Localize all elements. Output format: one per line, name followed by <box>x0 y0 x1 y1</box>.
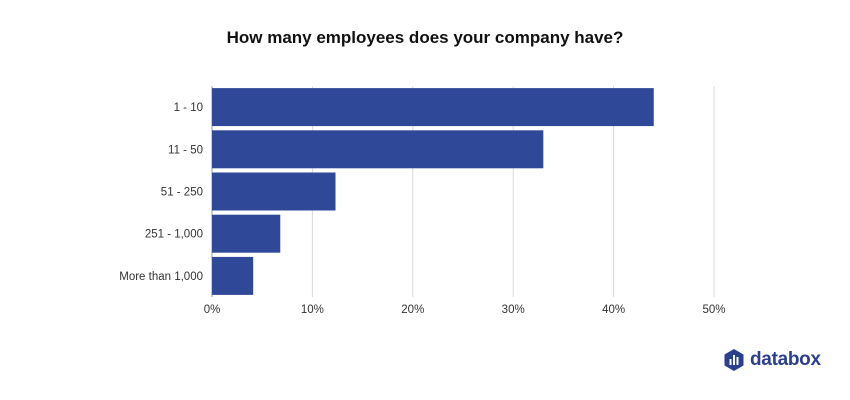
x-tick-label: 30% <box>502 304 525 316</box>
x-tick-label: 40% <box>602 304 625 316</box>
x-tick-label: 10% <box>301 304 324 316</box>
category-label: 251 - 1,000 <box>145 229 203 241</box>
brand-name: databox <box>750 349 821 370</box>
x-tick-label: 20% <box>401 304 424 316</box>
category-label: 1 - 10 <box>174 102 203 114</box>
category-label: 11 - 50 <box>168 144 203 156</box>
chart-title: How many employees does your company hav… <box>226 28 624 47</box>
category-label: 51 - 250 <box>161 187 203 199</box>
x-tick-label: 0% <box>204 304 221 316</box>
bar <box>212 130 544 169</box>
x-tick-label: 50% <box>702 304 725 316</box>
x-axis-tick-labels: 0% 10% 20% 30% 40% 50% <box>204 304 726 316</box>
category-label: More than 1,000 <box>119 271 203 283</box>
bar <box>212 256 254 295</box>
bar <box>212 172 336 211</box>
databox-logo-icon <box>724 349 744 371</box>
bars <box>212 88 654 295</box>
bar <box>212 88 654 127</box>
category-labels: 1 - 10 11 - 50 51 - 250 251 - 1,000 More tha… <box>119 102 203 283</box>
bar <box>212 214 281 253</box>
databox-brand: databox <box>724 348 821 372</box>
